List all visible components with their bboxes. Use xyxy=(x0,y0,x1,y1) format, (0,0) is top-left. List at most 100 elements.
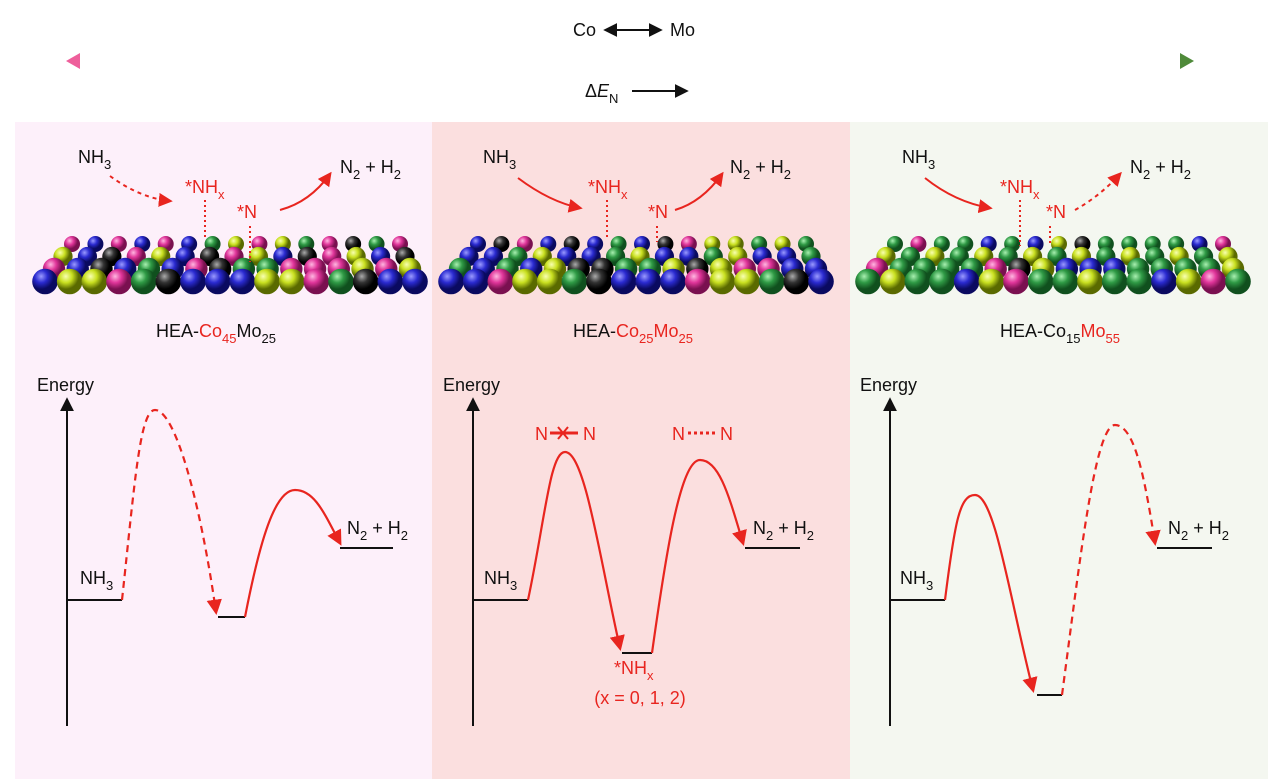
atom xyxy=(783,268,810,295)
text-segment: 2 xyxy=(784,167,791,182)
text-segment: NH xyxy=(80,568,106,588)
atom xyxy=(487,268,514,295)
break-mark xyxy=(557,426,569,440)
text-segment: x xyxy=(621,187,628,202)
text-segment: 3 xyxy=(928,157,935,172)
atom xyxy=(155,268,182,295)
atom xyxy=(1225,268,1251,295)
element-right: Mo xyxy=(670,20,695,40)
text-segment: 2 xyxy=(353,167,360,182)
atom xyxy=(879,268,906,295)
atom xyxy=(278,268,305,295)
panel-bg xyxy=(15,122,432,779)
atom xyxy=(1175,268,1202,295)
atom xyxy=(130,268,157,295)
atom xyxy=(462,268,489,295)
text-segment: Mo xyxy=(1081,321,1106,341)
reaction-arrow xyxy=(279,171,332,211)
atom xyxy=(953,268,980,295)
delta-energy: ΔEN xyxy=(585,81,618,106)
text-segment: 2 xyxy=(1181,528,1188,543)
text-segment: NH xyxy=(900,568,926,588)
text-segment: NH xyxy=(78,147,104,167)
text-segment: x xyxy=(647,668,654,683)
energy-curve xyxy=(1060,423,1161,696)
text-segment: 2 xyxy=(807,528,814,543)
panel-bg xyxy=(432,122,850,779)
text-segment: Mo xyxy=(237,321,262,341)
text-segment: NH xyxy=(483,147,509,167)
energy-curve xyxy=(943,493,1038,693)
axis-label: Energy xyxy=(443,375,500,395)
text-segment: + H xyxy=(773,518,807,538)
atom xyxy=(1200,268,1227,295)
text-segment: x xyxy=(1033,187,1040,202)
text-segment: N xyxy=(1168,518,1181,538)
atom xyxy=(56,268,83,295)
level-label: N2 + H2 xyxy=(347,518,408,543)
text-segment: 55 xyxy=(1106,331,1120,346)
atom xyxy=(180,268,206,295)
panel-bg xyxy=(850,122,1268,779)
atom xyxy=(586,268,612,295)
adsorbed: *N xyxy=(237,202,257,222)
atom xyxy=(904,268,931,295)
text-segment: 2 xyxy=(1184,167,1191,182)
text-segment: *NH xyxy=(1000,177,1033,197)
atom xyxy=(377,268,404,295)
axis-label: Energy xyxy=(37,375,94,395)
text-segment: 2 xyxy=(743,167,750,182)
text-segment: 2 xyxy=(394,167,401,182)
energy-curve xyxy=(243,488,342,618)
arrow-head xyxy=(1180,53,1194,69)
axis-label: Energy xyxy=(860,375,917,395)
text-segment: 25 xyxy=(262,331,276,346)
reactant: NH3 xyxy=(78,147,111,172)
atom xyxy=(1003,268,1029,295)
text-segment: 3 xyxy=(106,578,113,593)
text-segment: + H xyxy=(367,518,401,538)
atom-label: N xyxy=(672,424,685,444)
text-segment: HEA- xyxy=(573,321,616,341)
text-segment: NH xyxy=(902,147,928,167)
atom xyxy=(254,268,280,295)
text-segment: N xyxy=(753,518,766,538)
atom xyxy=(402,268,428,295)
atom xyxy=(978,268,1005,295)
atom xyxy=(1027,268,1054,295)
catalyst-label: HEA-Co25Mo25 xyxy=(573,321,693,346)
atom xyxy=(709,268,736,295)
well-note: (x = 0, 1, 2) xyxy=(594,688,686,708)
product: N2 + H2 xyxy=(1130,157,1191,182)
intermediate: *NHx xyxy=(1000,177,1040,202)
text-segment: 25 xyxy=(639,331,653,346)
atom xyxy=(536,268,563,295)
text-segment: *NH xyxy=(185,177,218,197)
text-segment: N xyxy=(1130,157,1143,177)
text-segment: 2 xyxy=(1143,167,1150,182)
atom xyxy=(1126,268,1153,295)
text-segment: N xyxy=(340,157,353,177)
level-label: N2 + H2 xyxy=(1168,518,1229,543)
arrow-head xyxy=(66,53,80,69)
atom xyxy=(1101,268,1128,295)
text-segment: *NH xyxy=(614,658,647,678)
level-label: NH3 xyxy=(80,568,113,593)
text-segment: *NH xyxy=(588,177,621,197)
reactant: NH3 xyxy=(902,147,935,172)
well-label: *NHx xyxy=(614,658,654,683)
text-segment: N xyxy=(347,518,360,538)
text-segment: 3 xyxy=(926,578,933,593)
text-segment: *N xyxy=(648,202,668,222)
text-segment: Co xyxy=(616,321,639,341)
reactant: NH3 xyxy=(483,147,516,172)
text-segment: 15 xyxy=(1066,331,1080,346)
element-left: Co xyxy=(573,20,596,40)
atom xyxy=(204,268,231,295)
adsorbed: *N xyxy=(1046,202,1066,222)
reaction-arrow xyxy=(517,177,583,213)
atom xyxy=(887,236,903,252)
text-segment: + H xyxy=(750,157,784,177)
atom-label: N xyxy=(720,424,733,444)
